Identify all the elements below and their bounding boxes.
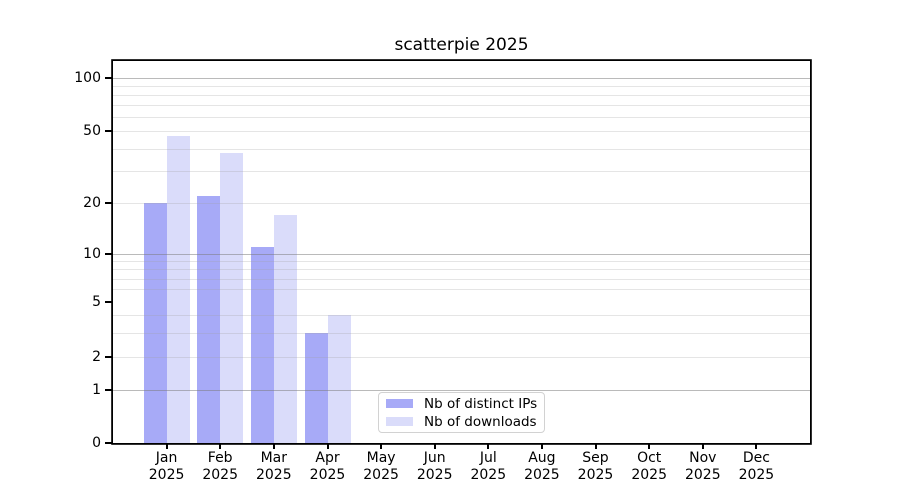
gridline-major: [113, 253, 810, 255]
grid-layer: [113, 61, 810, 443]
gridline-major: [113, 389, 810, 391]
bar-nb-of-distinct-ips-apr: [304, 332, 328, 443]
x-tick-label-sep: Sep 2025: [577, 450, 614, 483]
bar-nb-of-distinct-ips-mar: [250, 246, 274, 443]
bars-layer: [113, 61, 810, 443]
x-tick: [272, 443, 275, 449]
x-tick: [755, 443, 758, 449]
gridline-minor: [113, 117, 810, 119]
x-tick-label-apr: Apr 2025: [309, 450, 346, 483]
x-tick-label-jul: Jul 2025: [470, 450, 507, 483]
y-tick: [105, 252, 112, 255]
legend-swatch-distinct-ips: [386, 398, 413, 409]
gridline-minor: [113, 95, 810, 97]
y-tick-label: 10: [83, 245, 101, 262]
gridline-minor: [113, 86, 810, 88]
gridline-minor: [113, 315, 810, 317]
x-tick: [540, 443, 543, 449]
plot-area: [113, 61, 810, 443]
legend-label: Nb of downloads: [424, 413, 537, 430]
gridline-minor: [113, 332, 810, 334]
legend: Nb of distinct IPs Nb of downloads: [378, 392, 545, 433]
x-tick-label-feb: Feb 2025: [202, 450, 238, 483]
x-tick-label-oct: Oct 2025: [631, 450, 667, 483]
legend-item-downloads: Nb of downloads: [386, 415, 544, 429]
gridline-minor: [113, 171, 810, 173]
x-tick: [648, 443, 651, 449]
chart-title: scatterpie 2025: [394, 35, 529, 55]
gridline-minor: [113, 260, 810, 262]
gridline-minor: [113, 289, 810, 291]
gridline-minor: [113, 278, 810, 280]
y-tick: [105, 130, 112, 132]
x-tick-label-aug: Aug 2025: [524, 450, 560, 483]
x-tick: [380, 443, 383, 449]
y-tick: [105, 356, 112, 358]
x-tick-label-jun: Jun 2025: [416, 450, 453, 483]
x-tick: [433, 443, 436, 449]
legend-swatch-downloads: [386, 416, 413, 427]
y-tick-label: 50: [83, 123, 101, 139]
x-tick-label-mar: Mar 2025: [255, 450, 292, 483]
x-tick-label-may: May 2025: [363, 450, 399, 483]
x-tick: [326, 443, 329, 449]
y-tick-label: 0: [92, 435, 101, 451]
y-tick: [105, 77, 112, 79]
bar-nb-of-distinct-ips-feb: [197, 195, 221, 443]
legend-label: Nb of distinct IPs: [424, 395, 538, 412]
y-tick: [105, 442, 112, 444]
y-tick-label: 20: [83, 195, 101, 211]
bar-nb-of-distinct-ips-jan: [143, 203, 167, 443]
gridline-minor: [113, 148, 810, 150]
gridline-minor: [113, 203, 810, 204]
y-tick-label: 2: [92, 349, 101, 365]
gridline-major: [113, 78, 810, 79]
x-tick: [487, 443, 490, 449]
y-tick-label: 5: [92, 294, 101, 310]
x-tick: [165, 443, 168, 449]
y-tick-label: 100: [74, 70, 101, 86]
y-tick: [105, 388, 112, 391]
bar-nb-of-downloads-apr: [327, 315, 351, 443]
gridline-minor: [113, 131, 810, 132]
bar-nb-of-downloads-mar: [273, 214, 297, 443]
x-tick-label-jan: Jan 2025: [148, 450, 185, 483]
y-tick: [105, 301, 112, 303]
gridline-minor: [113, 269, 810, 271]
x-tick: [594, 443, 597, 449]
bar-nb-of-downloads-jan: [166, 135, 190, 443]
gridline-minor: [113, 105, 810, 107]
x-tick: [701, 443, 704, 449]
bar-nb-of-downloads-feb: [220, 152, 244, 443]
x-tick-label-nov: Nov 2025: [684, 450, 721, 483]
y-tick-label: 1: [92, 381, 101, 398]
legend-item-distinct-ips: Nb of distinct IPs: [386, 397, 544, 411]
gridline-minor: [113, 357, 810, 358]
x-tick-label-dec: Dec 2025: [738, 450, 775, 483]
x-tick: [219, 443, 222, 449]
y-tick: [105, 202, 112, 204]
